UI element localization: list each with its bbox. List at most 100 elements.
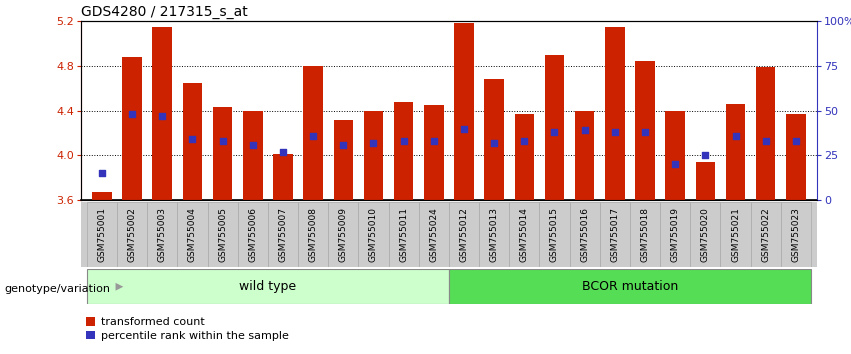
Bar	[540, 202, 569, 267]
Text: GSM755005: GSM755005	[218, 207, 227, 262]
Bar	[147, 202, 177, 267]
Text: GSM755004: GSM755004	[188, 207, 197, 262]
Text: GSM755015: GSM755015	[550, 207, 559, 262]
Text: GSM755017: GSM755017	[610, 207, 620, 262]
Point	[306, 133, 320, 138]
Point	[517, 138, 531, 144]
Point	[638, 129, 652, 135]
Bar	[334, 120, 353, 200]
Bar	[183, 83, 203, 200]
Text: BCOR mutation: BCOR mutation	[582, 280, 678, 293]
Bar	[515, 114, 534, 200]
Point	[578, 127, 591, 133]
Text: wild type: wild type	[239, 280, 296, 293]
Bar	[87, 202, 117, 267]
Text: GSM755011: GSM755011	[399, 207, 408, 262]
Text: GSM755003: GSM755003	[157, 207, 167, 262]
Bar	[569, 202, 600, 267]
Text: GSM755010: GSM755010	[369, 207, 378, 262]
Bar	[419, 202, 449, 267]
Point	[548, 129, 562, 135]
Text: GSM755018: GSM755018	[641, 207, 649, 262]
Bar	[575, 110, 595, 200]
Text: GSM755013: GSM755013	[489, 207, 499, 262]
Point	[95, 170, 109, 176]
Text: GDS4280 / 217315_s_at: GDS4280 / 217315_s_at	[81, 5, 248, 19]
Bar	[635, 62, 654, 200]
Point	[277, 149, 290, 155]
Bar	[328, 202, 358, 267]
Point	[246, 142, 260, 147]
Legend: transformed count, percentile rank within the sample: transformed count, percentile rank withi…	[87, 317, 288, 341]
Point	[336, 142, 350, 147]
Point	[367, 140, 380, 145]
Text: GSM755008: GSM755008	[309, 207, 317, 262]
Bar	[213, 107, 232, 200]
Text: GSM755012: GSM755012	[460, 207, 469, 262]
Bar	[630, 202, 660, 267]
Bar	[273, 154, 293, 200]
Point	[759, 138, 773, 144]
Text: GSM755020: GSM755020	[701, 207, 710, 262]
Point	[728, 133, 742, 138]
Bar	[243, 110, 263, 200]
Bar	[690, 202, 721, 267]
Bar	[665, 110, 685, 200]
Text: GSM755019: GSM755019	[671, 207, 680, 262]
Point	[156, 113, 169, 119]
Text: GSM755001: GSM755001	[98, 207, 106, 262]
Bar	[394, 102, 414, 200]
Text: GSM755022: GSM755022	[761, 207, 770, 262]
Bar	[389, 202, 419, 267]
Bar	[87, 269, 449, 304]
Bar	[756, 67, 775, 200]
Bar	[177, 202, 208, 267]
Bar	[479, 202, 509, 267]
Text: GSM755023: GSM755023	[791, 207, 800, 262]
Bar	[303, 66, 323, 200]
Bar	[605, 27, 625, 200]
Bar	[424, 105, 443, 200]
Point	[427, 138, 441, 144]
Bar	[268, 202, 298, 267]
Text: GSM755002: GSM755002	[128, 207, 137, 262]
Text: GSM755007: GSM755007	[278, 207, 288, 262]
Bar	[117, 202, 147, 267]
Bar	[484, 79, 504, 200]
Point	[668, 161, 682, 167]
Bar	[152, 27, 172, 200]
Bar	[237, 202, 268, 267]
Bar	[454, 23, 474, 200]
Bar	[123, 57, 142, 200]
Bar	[726, 104, 745, 200]
Bar	[208, 202, 237, 267]
Bar	[721, 202, 751, 267]
Point	[186, 136, 199, 142]
Bar	[695, 162, 715, 200]
Text: genotype/variation: genotype/variation	[4, 284, 111, 293]
Point	[789, 138, 802, 144]
Point	[608, 129, 621, 135]
Text: GSM755024: GSM755024	[429, 207, 438, 262]
Bar	[358, 202, 389, 267]
Bar	[751, 202, 780, 267]
Text: GSM755016: GSM755016	[580, 207, 589, 262]
Point	[699, 153, 712, 158]
Text: GSM755014: GSM755014	[520, 207, 528, 262]
Point	[488, 140, 501, 145]
Point	[125, 112, 139, 117]
Point	[457, 126, 471, 131]
Bar	[786, 114, 806, 200]
Bar	[780, 202, 811, 267]
Text: GSM755006: GSM755006	[248, 207, 257, 262]
Bar	[509, 202, 540, 267]
Bar	[660, 202, 690, 267]
Bar	[545, 55, 564, 200]
Point	[397, 138, 410, 144]
Text: GSM755009: GSM755009	[339, 207, 348, 262]
Bar	[600, 202, 630, 267]
Text: GSM755021: GSM755021	[731, 207, 740, 262]
Bar	[92, 192, 111, 200]
Bar	[363, 110, 383, 200]
Point	[216, 138, 230, 144]
